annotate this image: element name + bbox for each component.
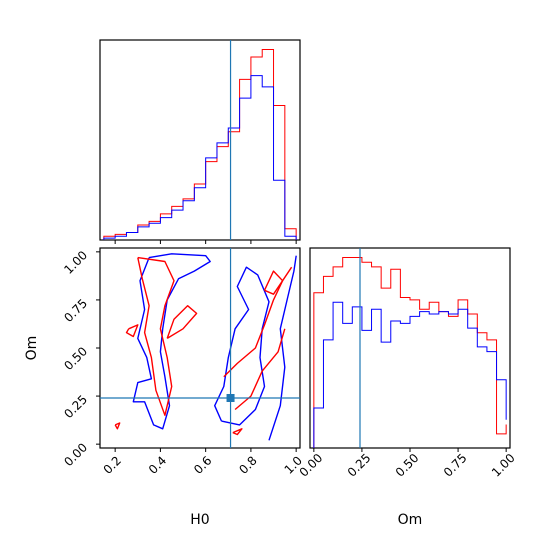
y-tick-label: 0.75: [61, 296, 90, 325]
contour-2-8: [114, 422, 121, 430]
contour-1-1: [132, 253, 211, 430]
om-marginal-ticks: 0.00 0.25 0.50 0.75 1.00: [297, 448, 518, 480]
contour-2-2: [125, 324, 139, 338]
x-tick-label: 0.2: [101, 453, 124, 476]
om-x-axis-label: Om: [398, 512, 423, 528]
x-tick-label: 0.8: [236, 453, 259, 476]
contour-2-6: [263, 270, 284, 295]
contour-2-5: [234, 328, 286, 411]
contour-1-3: [268, 255, 297, 441]
histogram-series-2: [313, 301, 507, 448]
h0-histograms: [103, 49, 297, 240]
x-tick-label: 0.25: [345, 451, 374, 480]
contour-2-3: [166, 305, 198, 339]
x-tick-label: 0.50: [393, 451, 422, 480]
x-tick-label: 0.4: [146, 453, 169, 476]
contour-2-7: [232, 428, 243, 436]
y-tick-label: 0.25: [61, 392, 90, 421]
y-tick-label: 1.00: [61, 248, 90, 277]
h0-marginal-frame: [99, 39, 301, 241]
joint-truth-marker: [100, 248, 300, 448]
contour-2-1: [137, 256, 175, 416]
joint-contour-panel: 0.2 0.4 0.6 0.8 1.00.000.250.500.751.00 H0 O…: [24, 247, 305, 528]
histogram-series-2: [103, 75, 297, 240]
truth-point: [226, 394, 235, 402]
x-tick-label: 0.6: [191, 453, 214, 476]
y-tick-label: 0.50: [61, 344, 90, 373]
h0-x-axis-label: H0: [190, 512, 209, 528]
h0-marginal-panel: [99, 39, 301, 244]
x-tick-label: 1.00: [489, 451, 518, 480]
y-tick-label: 0.00: [61, 440, 90, 469]
joint-frame: [99, 247, 301, 449]
histogram-series-1: [313, 257, 507, 448]
om-marginal-frame: [309, 247, 511, 449]
h0-marginal-ticks: [114, 240, 297, 244]
x-tick-label: 0.75: [441, 451, 470, 480]
om-y-axis-label: Om: [24, 336, 40, 361]
om-histograms: [313, 257, 507, 448]
om-marginal-panel: 0.00 0.25 0.50 0.75 1.00 Om: [297, 247, 518, 528]
